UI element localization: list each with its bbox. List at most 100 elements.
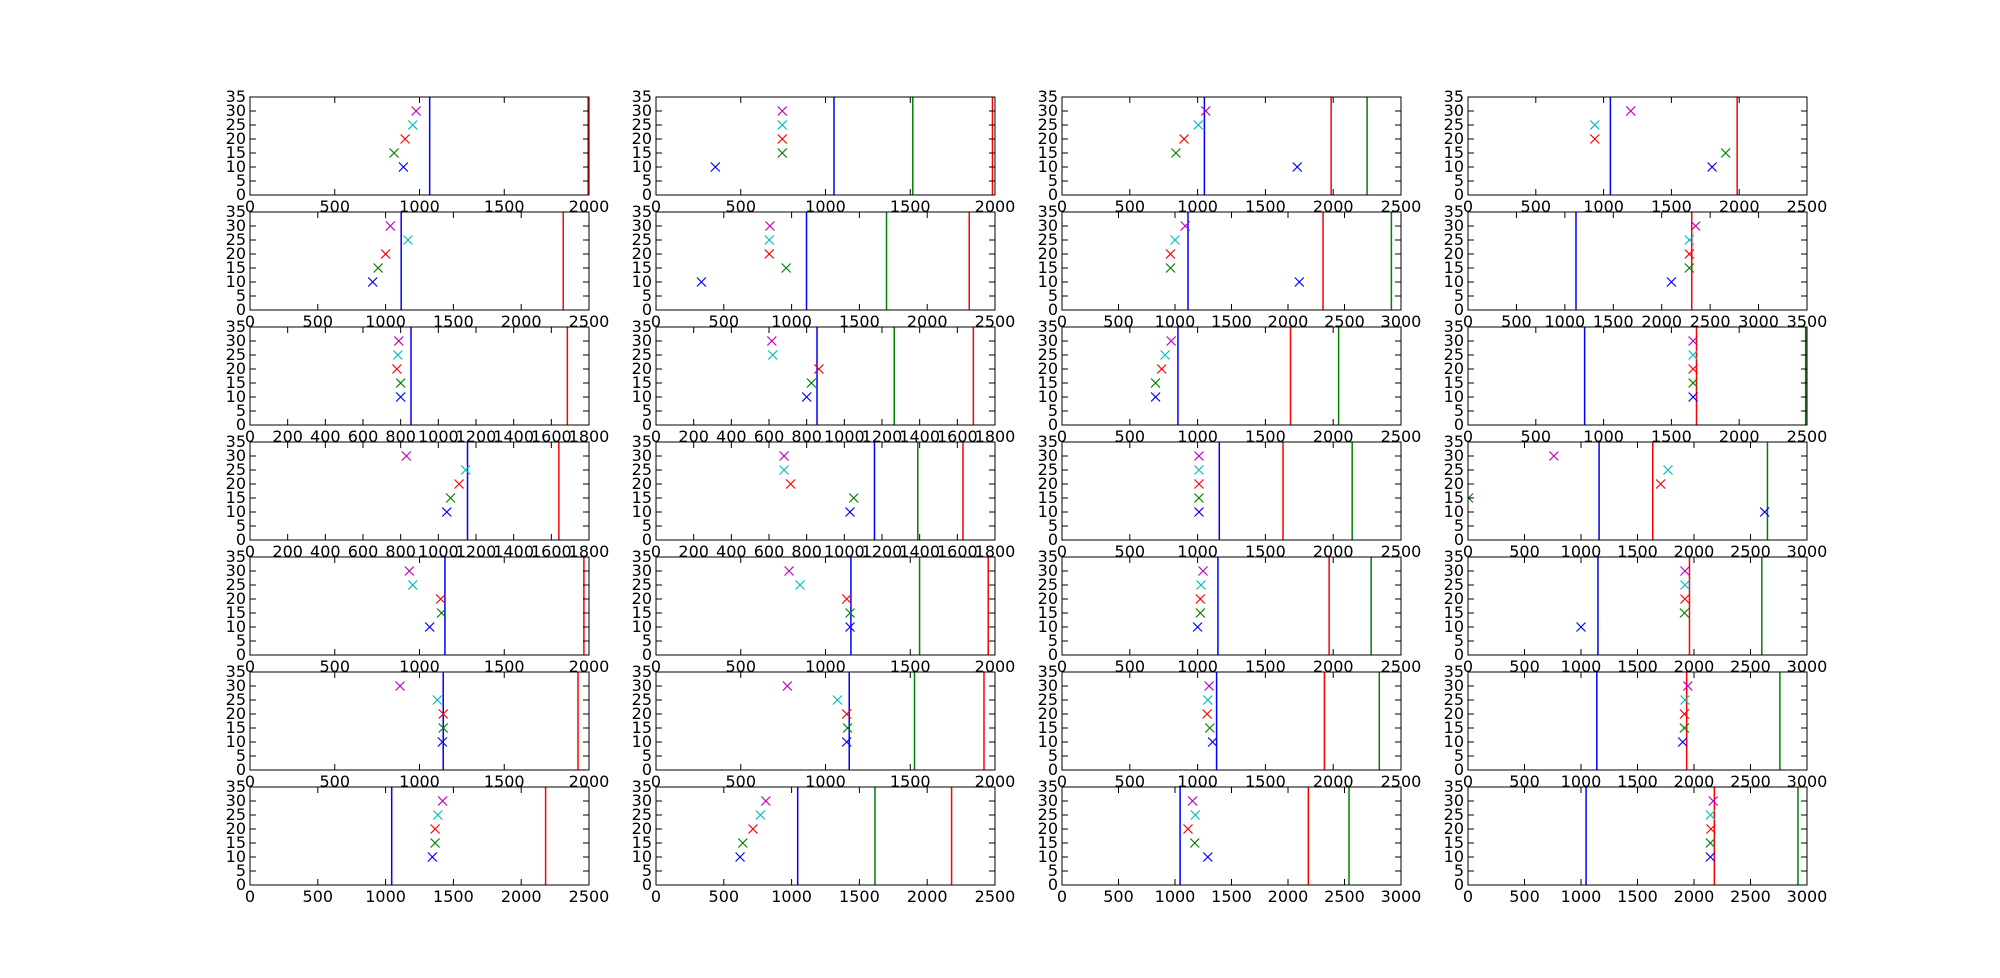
plot-area: [390, 787, 547, 885]
x-tick-label: 500: [1103, 887, 1134, 906]
data-point-x-marker: [1165, 249, 1176, 259]
x-tick-label: 1500: [1617, 542, 1658, 561]
y-tick-label: 10: [1444, 387, 1464, 406]
y-tick-label: 20: [226, 359, 246, 378]
data-point-x-marker: [395, 392, 406, 402]
data-point-x-marker: [779, 465, 789, 475]
x-tick-label: 3000: [1381, 312, 1422, 331]
y-tick-label: 10: [1038, 847, 1058, 866]
data-point-x-marker: [427, 852, 438, 862]
y-tick-label: 35: [632, 87, 652, 106]
y-tick-label: 30: [226, 676, 246, 695]
y-tick-label: 10: [632, 732, 652, 751]
y-tick-label: 10: [1444, 847, 1464, 866]
y-tick-label: 5: [236, 516, 246, 535]
y-tick-label: 20: [1038, 589, 1058, 608]
y-tick-label: 15: [1444, 258, 1464, 277]
data-point-x-marker: [395, 681, 405, 691]
data-point-x-marker: [403, 235, 413, 245]
data-point-x-marker: [813, 364, 824, 374]
y-tick-label: 30: [632, 561, 652, 580]
y-tick-label: 10: [1444, 732, 1464, 751]
x-tick-label: 2000: [501, 887, 542, 906]
plot-area: [1170, 97, 1368, 195]
x-tick-label: 2000: [569, 197, 610, 216]
plot-area: [395, 672, 579, 770]
x-tick-label: 0: [245, 887, 255, 906]
x-tick-label: 2000: [1313, 772, 1354, 791]
data-point-x-marker: [436, 608, 447, 618]
subplot-9: 0 200 400 600 800 100012001400160018000510152…: [226, 317, 610, 446]
x-tick-label: 2500: [1381, 772, 1422, 791]
x-tick-label: 1200: [862, 427, 903, 446]
y-tick-label: 25: [632, 230, 652, 249]
plot-area: [782, 672, 985, 770]
x-tick-label: 500: [1103, 312, 1134, 331]
x-tick-label: 1600: [937, 427, 978, 446]
y-tick-label: 10: [226, 387, 246, 406]
y-tick-label: 35: [1444, 202, 1464, 221]
x-tick-label: 1500: [484, 657, 525, 676]
x-tick-label: 1500: [484, 197, 525, 216]
data-point-x-marker: [779, 451, 789, 461]
x-tick-label: 0: [245, 427, 255, 446]
data-point-x-marker: [696, 277, 707, 287]
y-tick-label: 30: [632, 331, 652, 350]
x-tick-label: 800: [385, 427, 416, 446]
axes-frame: [655, 326, 996, 426]
y-tick-label: 10: [632, 387, 652, 406]
y-tick-label: 20: [1038, 244, 1058, 263]
y-tick-label: 35: [632, 662, 652, 681]
data-point-x-marker: [441, 507, 452, 517]
y-tick-label: 5: [1454, 631, 1464, 650]
x-tick-label: 600: [348, 427, 379, 446]
data-point-x-marker: [1655, 479, 1666, 489]
x-tick-label: 1500: [890, 197, 931, 216]
y-tick-label: 25: [1444, 230, 1464, 249]
data-point-x-marker: [404, 566, 415, 576]
x-tick-label: 400: [716, 542, 747, 561]
y-tick-label: 0: [236, 300, 246, 319]
x-tick-label: 500: [709, 887, 740, 906]
x-tick-label: 500: [1501, 312, 1532, 331]
y-tick-label: 5: [1454, 171, 1464, 190]
x-tick-label: 1400: [493, 542, 534, 561]
x-tick-label: 1200: [862, 542, 903, 561]
y-tick-label: 35: [1444, 87, 1464, 106]
x-tick-label: 200: [678, 427, 709, 446]
y-tick-label: 20: [226, 129, 246, 148]
x-tick-label: 400: [310, 427, 341, 446]
data-point-x-marker: [435, 594, 446, 604]
y-tick-label: 35: [632, 202, 652, 221]
data-point-x-marker: [438, 709, 449, 719]
y-tick-label: 5: [1048, 401, 1058, 420]
y-tick-label: 30: [226, 216, 246, 235]
x-tick-label: 1800: [975, 427, 1016, 446]
x-tick-label: 0: [1057, 427, 1067, 446]
y-tick-label: 25: [1038, 460, 1058, 479]
y-tick-label: 25: [632, 805, 652, 824]
subplot-10: 0 200 400 600 800 100012001400160018000510152…: [632, 317, 1016, 446]
data-point-x-marker: [845, 608, 856, 618]
data-point-x-marker: [392, 350, 403, 360]
x-tick-label: 800: [791, 427, 822, 446]
y-tick-label: 30: [632, 216, 652, 235]
y-tick-label: 5: [642, 746, 652, 765]
x-tick-label: 0: [1057, 657, 1067, 676]
data-point-x-marker: [781, 263, 792, 273]
y-tick-label: 0: [642, 185, 652, 204]
y-tick-label: 25: [1444, 115, 1464, 134]
y-tick-label: 20: [1444, 589, 1464, 608]
x-tick-label: 2000: [1313, 427, 1354, 446]
x-tick-label: 500: [1115, 542, 1146, 561]
y-tick-label: 10: [1038, 732, 1058, 751]
data-point-x-marker: [1294, 277, 1305, 287]
x-tick-label: 2000: [1313, 542, 1354, 561]
data-point-x-marker: [1192, 622, 1203, 632]
